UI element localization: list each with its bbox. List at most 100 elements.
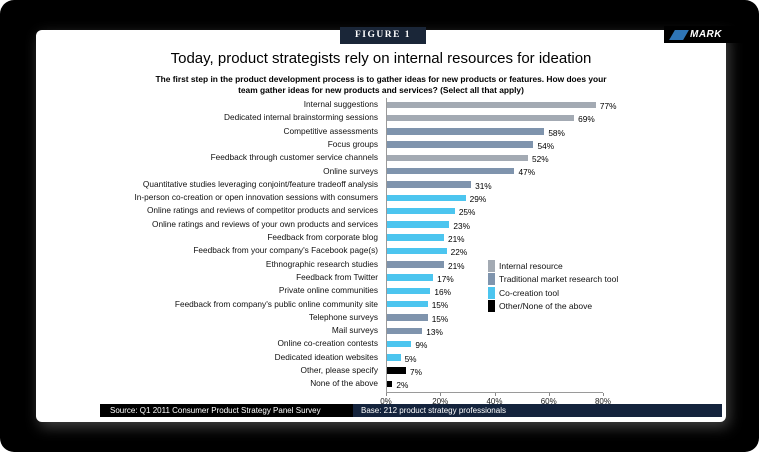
bar <box>387 314 428 321</box>
y-axis-line <box>386 98 387 392</box>
chart-row: Dedicated ideation websites 5% <box>36 351 676 364</box>
bar-value: 21% <box>447 260 465 271</box>
bar <box>387 167 515 175</box>
legend-item: Co-creation tool <box>488 286 618 300</box>
tick-mark <box>440 393 442 396</box>
bar-label: Dedicated internal brainstorming session… <box>223 112 378 123</box>
bar <box>387 194 466 202</box>
x-axis: 0% 20% 40% 60% 80% <box>380 392 626 408</box>
figure-label: FIGURE 1 <box>354 30 412 40</box>
bar-track: 77% <box>386 98 666 111</box>
bar-label: Competitive assessments <box>283 125 378 136</box>
tick-mark <box>603 393 604 396</box>
bar-track: 15% <box>386 311 666 324</box>
figure-card: Today, product strategists rely on inter… <box>36 30 726 422</box>
bar-value: 47% <box>518 167 536 178</box>
legend-item: Internal resource <box>488 259 618 273</box>
bar-track: 21% <box>386 258 666 271</box>
tick-label: 60% <box>540 397 557 406</box>
bar-value: 9% <box>415 340 428 351</box>
bar-value: 23% <box>453 220 470 231</box>
bar-label: Private online communities <box>278 285 378 296</box>
bar-label: Online co-creation contests <box>277 338 378 349</box>
chart-legend: Internal resource Traditional market rese… <box>488 259 618 313</box>
figure-label-badge: FIGURE 1 <box>340 27 426 44</box>
legend-swatch-icon <box>488 300 495 313</box>
bar <box>387 247 447 255</box>
bar-label: None of the above <box>310 378 378 389</box>
bar <box>387 354 401 361</box>
bar-track: 47% <box>386 164 666 177</box>
tick-mark <box>548 393 550 396</box>
bar-label: Quantitative studies leveraging conjoint… <box>142 178 378 189</box>
bar-label: Internal suggestions <box>303 99 378 110</box>
bar-label: Feedback from corporate blog <box>267 232 378 243</box>
source-text: Source: Q1 2011 Consumer Product Strateg… <box>100 404 353 417</box>
bar <box>387 380 393 388</box>
bar-label: Mail surveys <box>331 325 378 336</box>
bar-value: 15% <box>431 300 449 311</box>
bar-label: Feedback from your company's Facebook pa… <box>193 245 378 256</box>
bar-track: 22% <box>386 244 666 257</box>
tick-label: 20% <box>432 397 449 406</box>
bar-track: 9% <box>386 337 666 350</box>
bar <box>387 300 428 308</box>
bar <box>387 114 575 122</box>
chart-row: Feedback from your company's Facebook pa… <box>36 244 676 258</box>
bar-label: In-person co-creation or open innovation… <box>134 192 378 203</box>
bar-value: 15% <box>431 313 449 324</box>
chart-rows: Internal suggestions 77% Dedicated interna… <box>36 98 676 391</box>
bar-label: Dedicated ideation websites <box>274 351 378 362</box>
chart-question: The first step in the product developmen… <box>36 74 726 95</box>
chart-row: Feedback from company's public online co… <box>36 297 676 311</box>
bar <box>387 234 444 241</box>
bar-track: 13% <box>386 324 666 337</box>
base-text: Base: 212 product strategy professionals <box>353 404 722 417</box>
tick-label: 40% <box>486 397 503 406</box>
legend-item: Traditional market research tool <box>488 273 618 287</box>
chart-row: None of the above 2% <box>36 377 676 391</box>
bar-track: 5% <box>386 351 666 364</box>
bar <box>387 327 423 335</box>
bar <box>387 287 431 295</box>
bar-track: 16% <box>386 284 666 297</box>
bar <box>387 141 534 148</box>
chart-row: Feedback from Twitter 17% <box>36 271 676 284</box>
legend-swatch-icon <box>488 286 495 299</box>
bar-value: 31% <box>475 180 492 191</box>
tick-label: 80% <box>594 397 611 406</box>
bar-label: Online ratings and reviews of your own p… <box>152 218 378 229</box>
bar-value: 21% <box>447 233 465 244</box>
bar-track: 54% <box>386 138 666 151</box>
tick-mark <box>494 393 496 396</box>
chart-row: Focus groups 54% <box>36 138 676 151</box>
bar-label: Other, please specify <box>300 365 378 376</box>
brand-logo: MARK <box>664 26 759 43</box>
bar-label: Ethnographic research studies <box>265 258 378 269</box>
chart-row: Online ratings and reviews of your own p… <box>36 218 676 231</box>
bar-value: 77% <box>599 101 617 111</box>
chart-row: Ethnographic research studies 21% <box>36 258 676 271</box>
bar-value: 7% <box>409 366 422 377</box>
tick-label: 0% <box>380 397 392 406</box>
bar-track: 52% <box>386 151 666 164</box>
bar <box>387 261 444 268</box>
chart-row: Online surveys 47% <box>36 164 676 178</box>
bar-track: 69% <box>386 111 666 124</box>
bar-track: 7% <box>386 364 666 377</box>
bar-value: 16% <box>434 287 451 298</box>
bar-track: 15% <box>386 297 666 310</box>
bar-label: Focus groups <box>327 138 378 149</box>
chart-row: Telephone surveys 15% <box>36 311 676 324</box>
chart-row: Feedback through customer service channe… <box>36 151 676 165</box>
bar-track: 25% <box>386 204 666 217</box>
legend-item: Other/None of the above <box>488 300 618 314</box>
bar-label: Online surveys <box>323 165 378 176</box>
tick-mark <box>386 393 387 396</box>
bar <box>387 274 434 281</box>
bar <box>387 207 455 215</box>
bar-value: 25% <box>458 207 476 218</box>
bar-value: 17% <box>437 273 454 284</box>
bar-value: 2% <box>396 380 409 391</box>
bar-value: 58% <box>548 127 565 138</box>
